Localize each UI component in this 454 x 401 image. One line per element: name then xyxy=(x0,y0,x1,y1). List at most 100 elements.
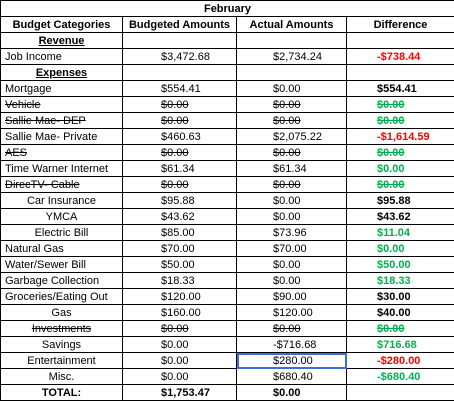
budget-row: Sallie Mae- Private $460.63 $2,075.22 -$1,6… xyxy=(0,128,454,145)
category: Savings xyxy=(0,336,123,353)
category: Time Warner Internet xyxy=(0,160,123,177)
budgeted-amount: $554.41 xyxy=(122,80,237,97)
budgeted-amount: $0.00 xyxy=(122,352,237,369)
budgeted-amount: $0.00 xyxy=(122,176,237,193)
budgeted-amount: $0.00 xyxy=(122,96,237,113)
difference: $30.00 xyxy=(345,288,454,305)
budget-row: Entertainment $0.00 $280.00 -$280.00 xyxy=(0,352,454,369)
category: Mortgage xyxy=(0,80,123,97)
actual-amount: -$716.68 xyxy=(236,336,347,353)
difference: $0.00 xyxy=(345,112,454,129)
category: Investments xyxy=(0,320,123,337)
actual-amount: $0.00 xyxy=(236,320,347,337)
budgeted-amount: $3,472.68 xyxy=(122,48,237,65)
section-label: Revenue xyxy=(0,32,123,49)
budget-row: DirecTV- Cable $0.00 $0.00 $0.00 xyxy=(0,176,454,193)
actual-amount: $0.00 xyxy=(236,384,347,401)
actual-amount: $0.00 xyxy=(236,96,347,113)
actual-amount: $280.00 xyxy=(236,352,347,369)
empty-cell xyxy=(345,384,454,401)
budget-row: YMCA $43.62 $0.00 $43.62 xyxy=(0,208,454,225)
empty-cell xyxy=(122,64,237,81)
budget-row: Gas $160.00 $120.00 $40.00 xyxy=(0,304,454,321)
actual-amount: $120.00 xyxy=(236,304,347,321)
empty-cell xyxy=(236,32,347,49)
budgeted-amount: $120.00 xyxy=(122,288,237,305)
budgeted-amount: $160.00 xyxy=(122,304,237,321)
difference: $0.00 xyxy=(345,240,454,257)
category: Vehicle xyxy=(0,96,123,113)
difference: $716.68 xyxy=(345,336,454,353)
category: Water/Sewer Bill xyxy=(0,256,123,273)
column-header: Budget Categories xyxy=(0,16,123,33)
actual-amount: $0.00 xyxy=(236,192,347,209)
empty-cell xyxy=(345,32,454,49)
budgeted-amount: $18.33 xyxy=(122,272,237,289)
actual-amount: $680.40 xyxy=(236,368,347,385)
total-row: TOTAL: $1,753.47 $0.00 xyxy=(0,384,454,401)
column-header: Budgeted Amounts xyxy=(122,16,237,33)
category: TOTAL: xyxy=(0,384,123,401)
budgeted-amount: $85.00 xyxy=(122,224,237,241)
budget-row: Mortgage $554.41 $0.00 $554.41 xyxy=(0,80,454,97)
budgeted-amount: $95.88 xyxy=(122,192,237,209)
difference: $0.00 xyxy=(345,320,454,337)
category: DirecTV- Cable xyxy=(0,176,123,193)
budgeted-amount: $43.62 xyxy=(122,208,237,225)
actual-amount: $0.00 xyxy=(236,112,347,129)
category: Garbage Collection xyxy=(0,272,123,289)
actual-amount: $0.00 xyxy=(236,80,347,97)
actual-amount: $0.00 xyxy=(236,176,347,193)
budgeted-amount: $0.00 xyxy=(122,368,237,385)
budgeted-amount: $50.00 xyxy=(122,256,237,273)
budget-row: Savings $0.00 -$716.68 $716.68 xyxy=(0,336,454,353)
budgeted-amount: $0.00 xyxy=(122,320,237,337)
empty-cell xyxy=(345,64,454,81)
budget-row: Garbage Collection $18.33 $0.00 $18.33 xyxy=(0,272,454,289)
budget-row: AES $0.00 $0.00 $0.00 xyxy=(0,144,454,161)
budget-row: Time Warner Internet $61.34 $61.34 $0.00 xyxy=(0,160,454,177)
actual-amount: $0.00 xyxy=(236,256,347,273)
actual-amount: $90.00 xyxy=(236,288,347,305)
actual-amount: $0.00 xyxy=(236,144,347,161)
difference: $50.00 xyxy=(345,256,454,273)
category: Entertainment xyxy=(0,352,123,369)
budget-row: Electric Bill $85.00 $73.96 $11.04 xyxy=(0,224,454,241)
section-label: Expenses xyxy=(0,64,123,81)
difference: -$1,614.59 xyxy=(345,128,454,145)
difference: $554.41 xyxy=(345,80,454,97)
actual-amount: $2,075.22 xyxy=(236,128,347,145)
category: YMCA xyxy=(0,208,123,225)
section-row: Revenue xyxy=(0,32,454,49)
difference: $0.00 xyxy=(345,160,454,177)
category: Natural Gas xyxy=(0,240,123,257)
actual-amount: $73.96 xyxy=(236,224,347,241)
empty-cell xyxy=(122,32,237,49)
header-row: Budget Categories Budgeted Amounts Actual … xyxy=(0,16,454,33)
budget-row: Groceries/Eating Out $120.00 $90.00 $30.00 xyxy=(0,288,454,305)
difference: $95.88 xyxy=(345,192,454,209)
empty-cell xyxy=(236,64,347,81)
budget-row: Job Income $3,472.68 $2,734.24 -$738.44 xyxy=(0,48,454,65)
actual-amount: $0.00 xyxy=(236,208,347,225)
budgeted-amount: $61.34 xyxy=(122,160,237,177)
section-row: Expenses xyxy=(0,64,454,81)
actual-amount: $2,734.24 xyxy=(236,48,347,65)
category: Gas xyxy=(0,304,123,321)
actual-amount: $70.00 xyxy=(236,240,347,257)
category: Car Insurance xyxy=(0,192,123,209)
difference: -$738.44 xyxy=(345,48,454,65)
column-header: Actual Amounts xyxy=(236,16,347,33)
budget-row: Sallie Mae- DEP $0.00 $0.00 $0.00 xyxy=(0,112,454,129)
difference: $0.00 xyxy=(345,176,454,193)
column-header: Difference xyxy=(345,16,454,33)
category: AES xyxy=(0,144,123,161)
budgeted-amount: $0.00 xyxy=(122,144,237,161)
difference: -$280.00 xyxy=(345,352,454,369)
budget-row: Investments $0.00 $0.00 $0.00 xyxy=(0,320,454,337)
difference: $43.62 xyxy=(345,208,454,225)
difference: -$680.40 xyxy=(345,368,454,385)
